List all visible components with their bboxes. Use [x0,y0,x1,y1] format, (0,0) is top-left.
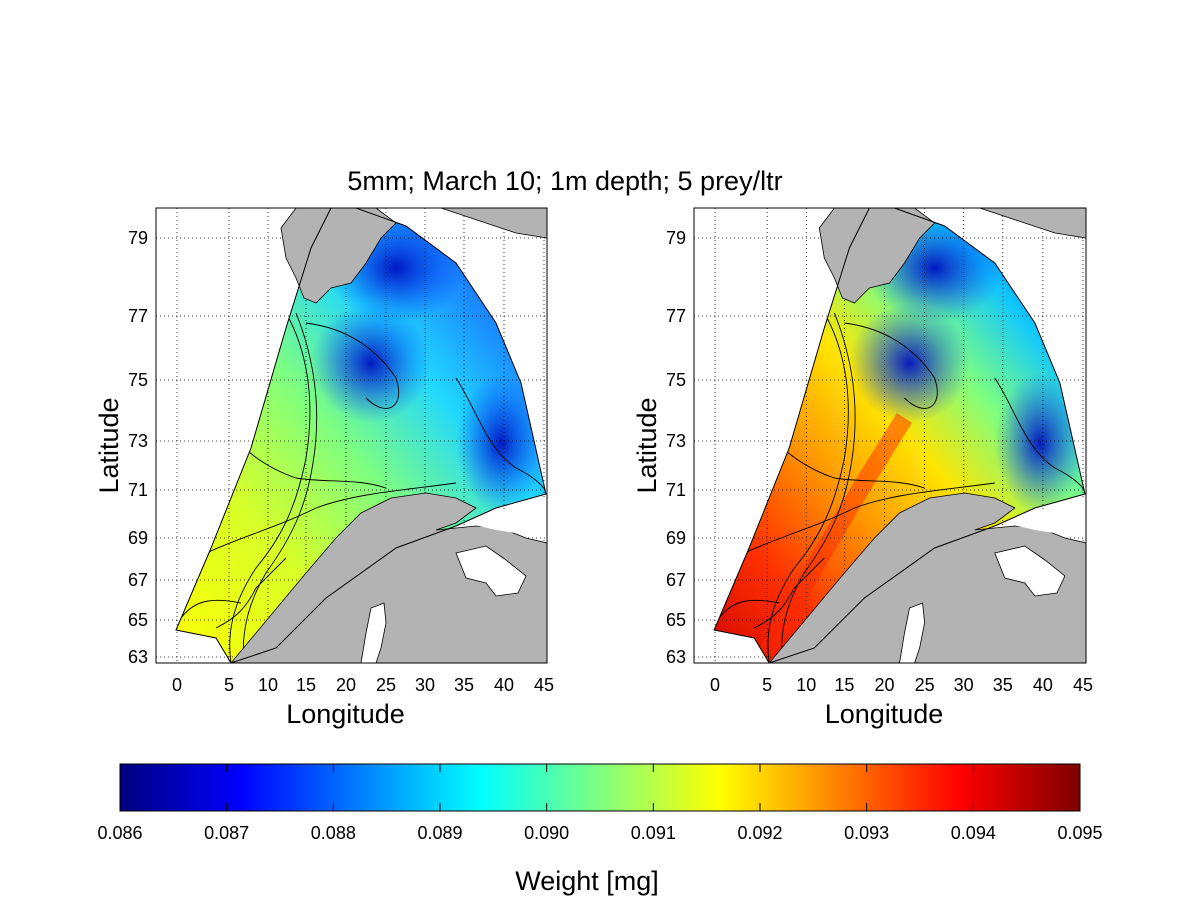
x-tick-label: 20 [874,675,894,695]
y-tick-label: 69 [128,528,148,548]
y-tick-label: 77 [666,306,686,326]
colorbar-tick-label: 0.091 [631,823,676,843]
model-domain-outline [713,207,1086,664]
novaya-zemlya-land [979,207,1087,239]
colorbar-tick-label: 0.088 [311,823,356,843]
inland-sea [899,498,1086,664]
x-tick-label: 0 [710,675,720,695]
x-tick-label: 25 [376,675,396,695]
map-panel-right: 0 5 10 15 20 25 30 35 40 45 63 65 67 69 71 73 75 77 79 Long… [632,207,1093,729]
y-tick-label: 65 [128,610,148,630]
colorbar-gradient [119,763,1081,812]
gulf-of-bothnia [360,602,387,664]
white-sea [455,545,527,597]
y-tick-label: 79 [666,228,686,248]
y-tick-label: 75 [666,370,686,390]
x-axis-label: Longitude [825,699,944,729]
colorbar-tick-label: 0.094 [951,823,996,843]
colorbar-tick-label: 0.093 [844,823,889,843]
x-tick-label: 15 [834,675,854,695]
y-tick-label: 75 [128,370,148,390]
scandinavia-land [768,492,1087,664]
y-tick-label: 67 [128,570,148,590]
x-tick-label: 10 [258,675,278,695]
y-tick-label: 63 [666,647,686,667]
y-tick-label: 63 [128,647,148,667]
tick-labels: 0 5 10 15 20 25 30 35 40 45 63 65 67 69 71 73 75 77 79 [666,228,1093,695]
y-tick-label: 67 [666,570,686,590]
colorbar-tick-label: 0.089 [417,823,462,843]
colorbar-tick-label: 0.095 [1057,823,1102,843]
bathymetry-contours [718,312,1085,663]
y-tick-label: 71 [666,480,686,500]
x-tick-label: 30 [415,675,435,695]
axes-box [693,207,1087,664]
inland-sea [360,498,547,664]
model-domain-outline [175,207,547,664]
map-panel-left: 0 5 10 15 20 25 30 35 40 45 63 65 67 69 71 73 75 77 79 Long… [94,207,554,729]
x-tick-label: 5 [224,675,234,695]
y-tick-label: 69 [666,528,686,548]
y-tick-label: 65 [666,610,686,630]
figure-title: 5mm; March 10; 1m depth; 5 prey/ltr [347,166,782,196]
land-mass [230,207,548,664]
y-tick-label: 71 [128,480,148,500]
colorbar-tick-label: 0.092 [737,823,782,843]
x-tick-label: 40 [494,675,514,695]
tick-labels: 0 5 10 15 20 25 30 35 40 45 63 65 67 69 71 73 75 77 79 [128,228,554,695]
masked-area [1004,498,1086,538]
y-axis-label: Latitude [94,397,124,493]
colorbar-tick-label: 0.087 [204,823,249,843]
x-tick-label: 25 [915,675,935,695]
colorbar-ticks: 0.086 0.087 0.088 0.089 0.090 0.091 0.092 0.093… [97,764,1103,843]
x-tick-label: 35 [993,675,1013,695]
y-tick-label: 73 [666,431,686,451]
white-sea [994,545,1066,597]
scandinavia-land [230,492,548,664]
y-tick-label: 73 [128,431,148,451]
x-tick-label: 0 [172,675,182,695]
x-tick-label: 10 [796,675,816,695]
colorbar: 0.086 0.087 0.088 0.089 0.090 0.091 0.092 0.093… [97,763,1103,896]
x-tick-label: 45 [534,675,554,695]
y-tick-label: 79 [128,228,148,248]
masked-area [466,498,547,538]
y-axis-label: Latitude [632,397,662,493]
x-tick-label: 15 [296,675,316,695]
x-tick-label: 35 [454,675,474,695]
x-tick-label: 40 [1033,675,1053,695]
colorbar-tick-label: 0.090 [524,823,569,843]
y-tick-label: 77 [128,306,148,326]
gulf-of-bothnia [899,602,926,664]
x-tick-label: 30 [954,675,974,695]
x-tick-label: 20 [336,675,356,695]
x-axis-label: Longitude [286,699,405,729]
x-tick-label: 5 [762,675,772,695]
axes-box [155,207,548,664]
colorbar-label: Weight [mg] [515,866,659,896]
novaya-zemlya-land [440,207,548,239]
colorbar-tick-label: 0.086 [97,823,142,843]
x-tick-label: 45 [1073,675,1093,695]
